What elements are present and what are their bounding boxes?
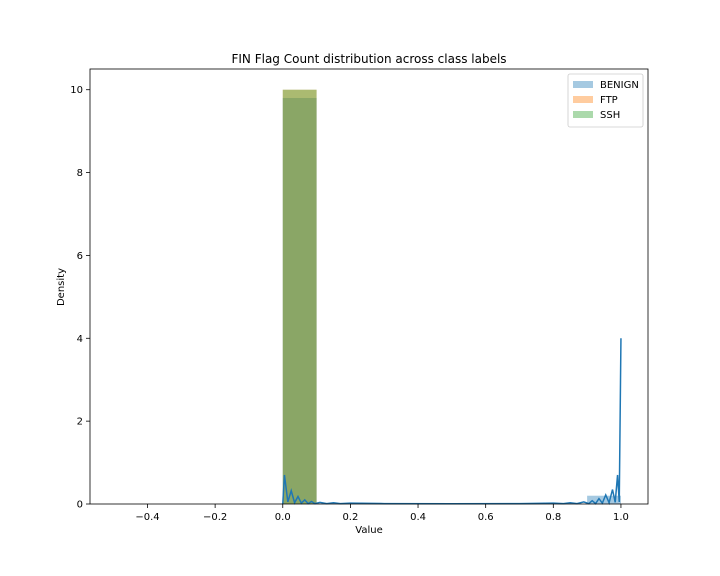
- x-axis-title: Value: [355, 525, 382, 536]
- x-tick-label: 0.6: [478, 512, 494, 523]
- x-tick-label: 0.2: [342, 512, 358, 523]
- bar-benign-0: [282, 98, 317, 504]
- legend-label-benign: BENIGN: [600, 80, 639, 91]
- x-tick-label: 0.4: [410, 512, 426, 523]
- legend-label-ftp: FTP: [600, 95, 618, 106]
- legend-swatch-benign: [573, 81, 593, 88]
- x-tick-label: 0.0: [275, 512, 291, 523]
- x-tick-label: −0.2: [203, 512, 227, 523]
- bar-ssh-0: [282, 89, 317, 504]
- legend-box: [567, 73, 644, 128]
- y-tick-label: 2: [77, 417, 83, 428]
- legend-swatch-ssh: [573, 111, 593, 118]
- legend: BENIGN FTP SSH: [567, 73, 644, 128]
- kde-line-benign: [282, 338, 622, 506]
- legend-swatch-ftp: [573, 96, 593, 103]
- y-tick-label: 8: [77, 168, 83, 179]
- y-tick-label: 0: [77, 500, 83, 511]
- x-tick-label: −0.4: [135, 512, 159, 523]
- y-tick-label: 6: [77, 251, 83, 262]
- y-axis: 0 2 4 6 8 10: [70, 85, 90, 511]
- x-axis: −0.4 −0.2 0.0 0.2 0.4 0.6 0.8 1.0: [135, 504, 629, 523]
- chart-title: FIN Flag Count distribution across class…: [231, 52, 506, 66]
- bar-ftp-0: [282, 89, 317, 504]
- y-axis-title: Density: [56, 268, 67, 306]
- axes-frame: [89, 68, 649, 505]
- x-tick-label: 1.0: [613, 512, 629, 523]
- x-tick-label: 0.8: [545, 512, 561, 523]
- y-tick-label: 4: [77, 334, 83, 345]
- legend-label-ssh: SSH: [600, 110, 620, 121]
- y-tick-label: 10: [70, 85, 83, 96]
- plot-area: [282, 89, 622, 506]
